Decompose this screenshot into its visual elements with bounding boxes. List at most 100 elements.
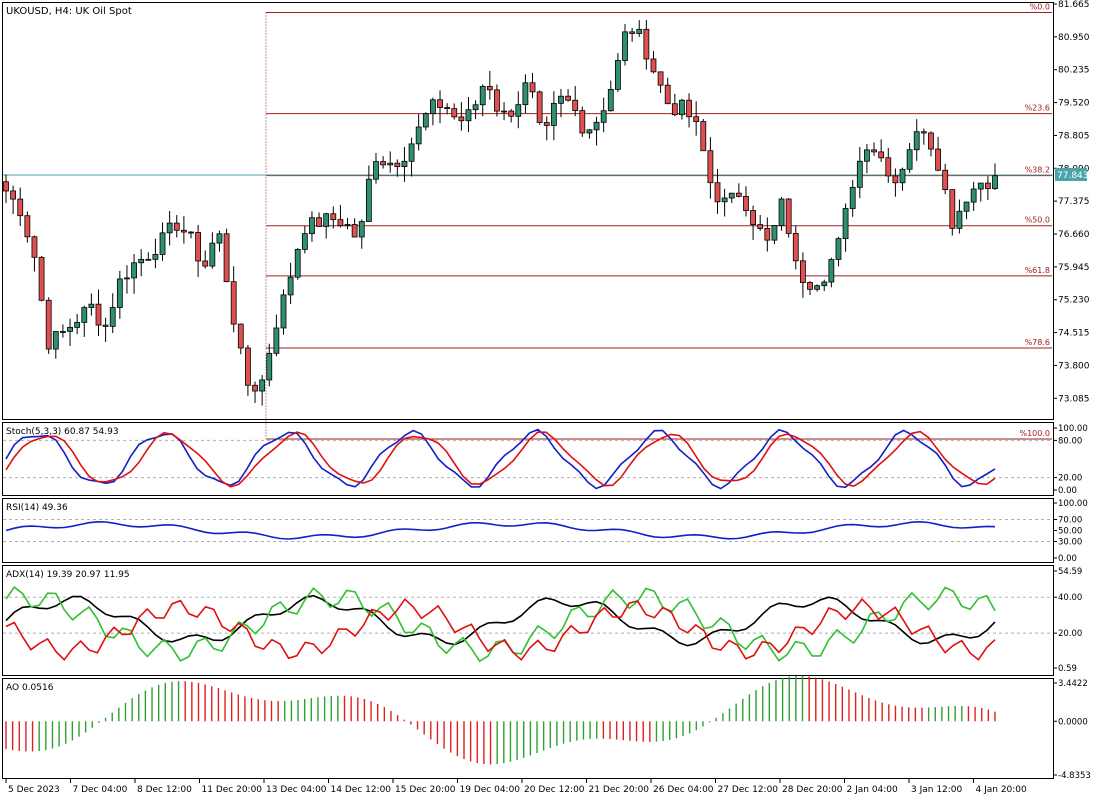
candle-body: [992, 175, 998, 190]
candle-body: [245, 347, 251, 386]
candle-body: [437, 99, 443, 109]
candle-body: [572, 99, 579, 111]
candle-body: [679, 99, 685, 116]
candle-body: [821, 281, 828, 287]
candle-body: [102, 324, 109, 327]
candle-body: [935, 148, 941, 171]
rsi-label: RSI(14) 49.36: [6, 503, 68, 513]
candle-body: [700, 121, 707, 152]
candle-body: [3, 181, 9, 192]
stoch-axis: 100.00 80.00 20.00 0.00: [1053, 424, 1088, 496]
axis-tick-label: 54.59: [1058, 567, 1082, 577]
fib-level-label: %23.6: [1025, 104, 1050, 113]
fib-level-label: %61.8: [1025, 266, 1050, 275]
candle-body: [124, 277, 130, 280]
candle-body: [74, 322, 81, 328]
candle-body: [152, 254, 159, 260]
time-tick-label: 15 Dec 20:00: [395, 785, 456, 795]
candle-body: [550, 102, 557, 126]
candle-body: [465, 109, 472, 122]
price-tick-label: 77.375: [1058, 197, 1090, 207]
time-tick-label: 20 Dec 12:00: [524, 785, 585, 795]
candle-body: [629, 31, 636, 34]
candle-body: [223, 233, 230, 283]
axis-tick-label: 3.4422: [1058, 679, 1088, 689]
price-axis[interactable]: 81.66580.95080.23579.52078.80578.09077.3…: [1053, 0, 1090, 404]
time-tick-label: 8 Dec 12:00: [137, 785, 192, 795]
axis-tick-label: -4.8353: [1058, 771, 1091, 781]
candle-body: [280, 294, 287, 329]
candle-body: [984, 182, 991, 190]
price-tick-label: 79.520: [1058, 99, 1090, 109]
candle-body: [878, 151, 885, 159]
candle-body: [323, 213, 330, 227]
candle-body: [38, 256, 45, 301]
candle-body: [401, 160, 408, 168]
time-tick-label: 7 Dec 04:00: [73, 785, 128, 795]
candle-body: [501, 110, 507, 113]
candle-body: [671, 103, 678, 116]
ao-label: AO 0.0516: [6, 683, 54, 693]
candle-body: [664, 84, 671, 105]
candle-body: [928, 132, 934, 150]
price-tick-label: 73.800: [1058, 361, 1090, 371]
candle-body: [636, 28, 643, 34]
candle-body: [899, 168, 906, 184]
candle-body: [145, 258, 152, 261]
candle-body: [60, 331, 66, 333]
candle-body: [536, 91, 543, 123]
candle-body: [920, 131, 927, 134]
axis-tick-label: 40.00: [1058, 593, 1082, 603]
candle-body: [67, 326, 73, 332]
candle-body: [394, 162, 401, 168]
main-chart-frame[interactable]: [2, 2, 1054, 420]
time-tick-label: 26 Dec 04:00: [653, 785, 714, 795]
candle-body: [173, 222, 180, 231]
axis-tick-label: 100.00: [1058, 424, 1088, 434]
candle-body: [458, 116, 465, 122]
fib-level-label: %50.0: [1025, 216, 1050, 225]
candle-body: [764, 228, 771, 241]
candle-body: [202, 260, 209, 267]
candle-body: [956, 210, 963, 229]
time-axis[interactable]: 5 Dec 2023 7 Dec 04:00 8 Dec 12:00 11 Dec 2…: [5, 779, 1028, 795]
candle-body: [508, 110, 515, 117]
axis-tick-label: 70.00: [1058, 516, 1082, 526]
stoch-signal-line: [5, 430, 996, 488]
time-tick-label: 11 Dec 20:00: [202, 785, 263, 795]
fibonacci-retracement[interactable]: %0.0 %23.6 %38.2 %50.0 %61.8 %78.6 %100.0: [265, 3, 1052, 440]
candle-body: [799, 260, 806, 283]
candle-body: [266, 352, 273, 381]
candle-body: [287, 276, 294, 296]
candle-body: [88, 303, 95, 308]
candle-body: [622, 31, 628, 61]
time-tick-label: 5 Dec 2023: [8, 785, 60, 795]
candle-body: [10, 190, 17, 200]
axis-tick-label: 20.00: [1058, 474, 1082, 484]
candle-body: [963, 201, 970, 212]
candle-body: [515, 104, 522, 117]
adx-panel-frame[interactable]: [2, 565, 1054, 676]
candle-body: [913, 131, 920, 151]
candlestick-series[interactable]: [3, 19, 998, 406]
candle-body: [159, 232, 166, 255]
candle-body: [479, 86, 486, 106]
time-tick-label: 4 Jan 20:00: [976, 785, 1028, 795]
candle-body: [771, 225, 778, 241]
candle-body: [842, 208, 849, 239]
candle-body: [451, 108, 458, 118]
candle-body: [593, 121, 600, 131]
axis-tick-label: 30.00: [1058, 538, 1082, 548]
candle-body: [814, 285, 821, 290]
candle-body: [365, 178, 372, 222]
current-price-label: 77.843: [1055, 168, 1089, 181]
price-tick-label: 80.950: [1058, 33, 1090, 43]
ao-panel-frame[interactable]: [2, 678, 1054, 779]
adx-minus-di-line: [5, 597, 996, 662]
axis-tick-label: 80.00: [1058, 436, 1082, 446]
rsi-panel-frame[interactable]: [2, 498, 1054, 563]
adx-axis: 54.59 40.00 20.00 0.59: [1053, 567, 1082, 674]
adx-main-line: [5, 594, 996, 647]
